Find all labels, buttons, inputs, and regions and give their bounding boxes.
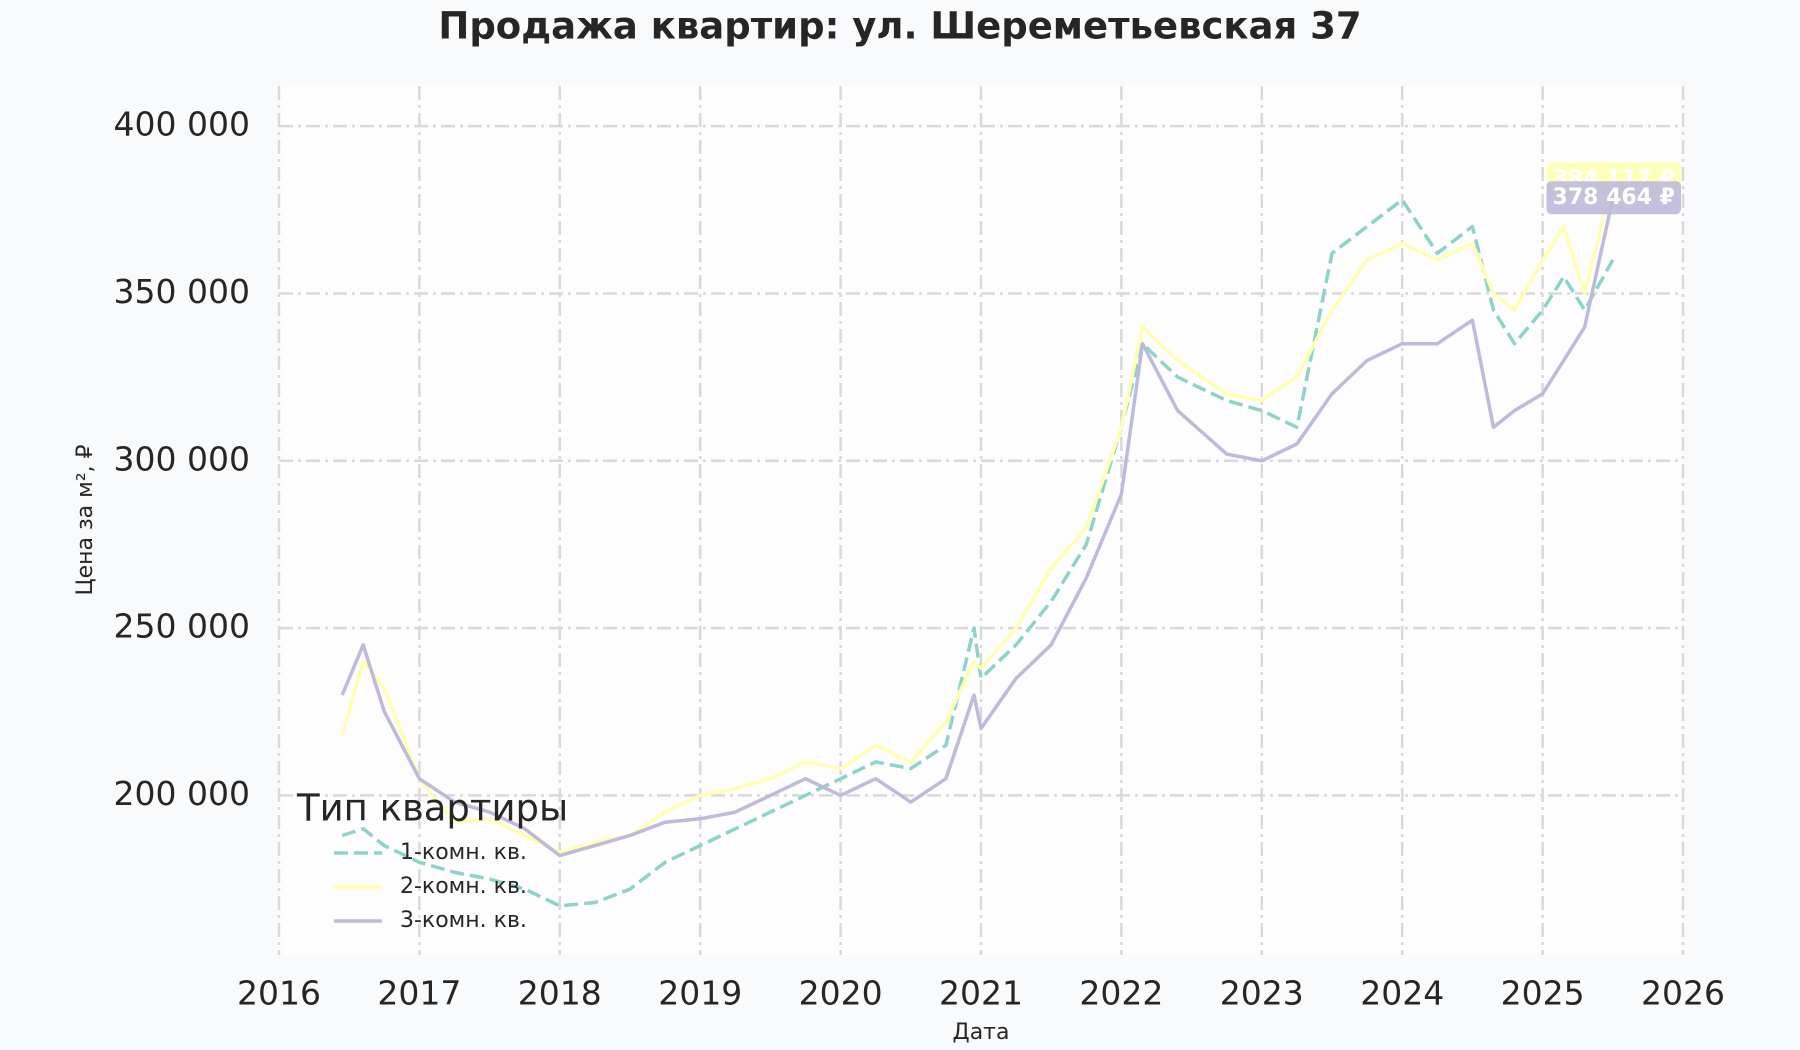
y-tick-label: 250 000 [114,607,250,646]
y-tick-label: 200 000 [114,774,250,813]
value-label-text: 378 464 ₽ [1553,185,1675,210]
x-tick-label: 2023 [1220,974,1304,1013]
x-tick-label: 2017 [377,974,461,1013]
y-tick-label: 400 000 [114,105,250,144]
value-label-box [1546,181,1681,215]
chart-title: Продажа квартир: ул. Шереметьевская 37 [438,5,1361,48]
legend-label: 2-комн. кв. [400,874,527,899]
x-tick-label: 2025 [1501,974,1585,1013]
x-tick-label: 2018 [518,974,602,1013]
x-tick-label: 2024 [1360,974,1444,1013]
legend-label: 3-комн. кв. [400,908,527,933]
y-tick-label: 300 000 [114,439,250,478]
legend-label: 1-комн. кв. [400,840,527,865]
y-axis-label: Цена за м², ₽ [73,444,98,595]
legend-title: Тип квартиры [296,787,568,830]
x-tick-label: 2020 [799,974,883,1013]
x-axis-label: Дата [953,1020,1010,1045]
series-line [340,197,1615,858]
x-tick-label: 2019 [658,974,742,1013]
x-tick-label: 2016 [237,974,321,1013]
y-tick-label: 350 000 [114,272,250,311]
series-line [341,198,1615,908]
x-tick-label: 2021 [939,974,1023,1013]
x-tick-label: 2022 [1079,974,1163,1013]
value-label: 378 464 ₽ [1546,181,1681,215]
x-tick-label: 2026 [1641,974,1725,1013]
